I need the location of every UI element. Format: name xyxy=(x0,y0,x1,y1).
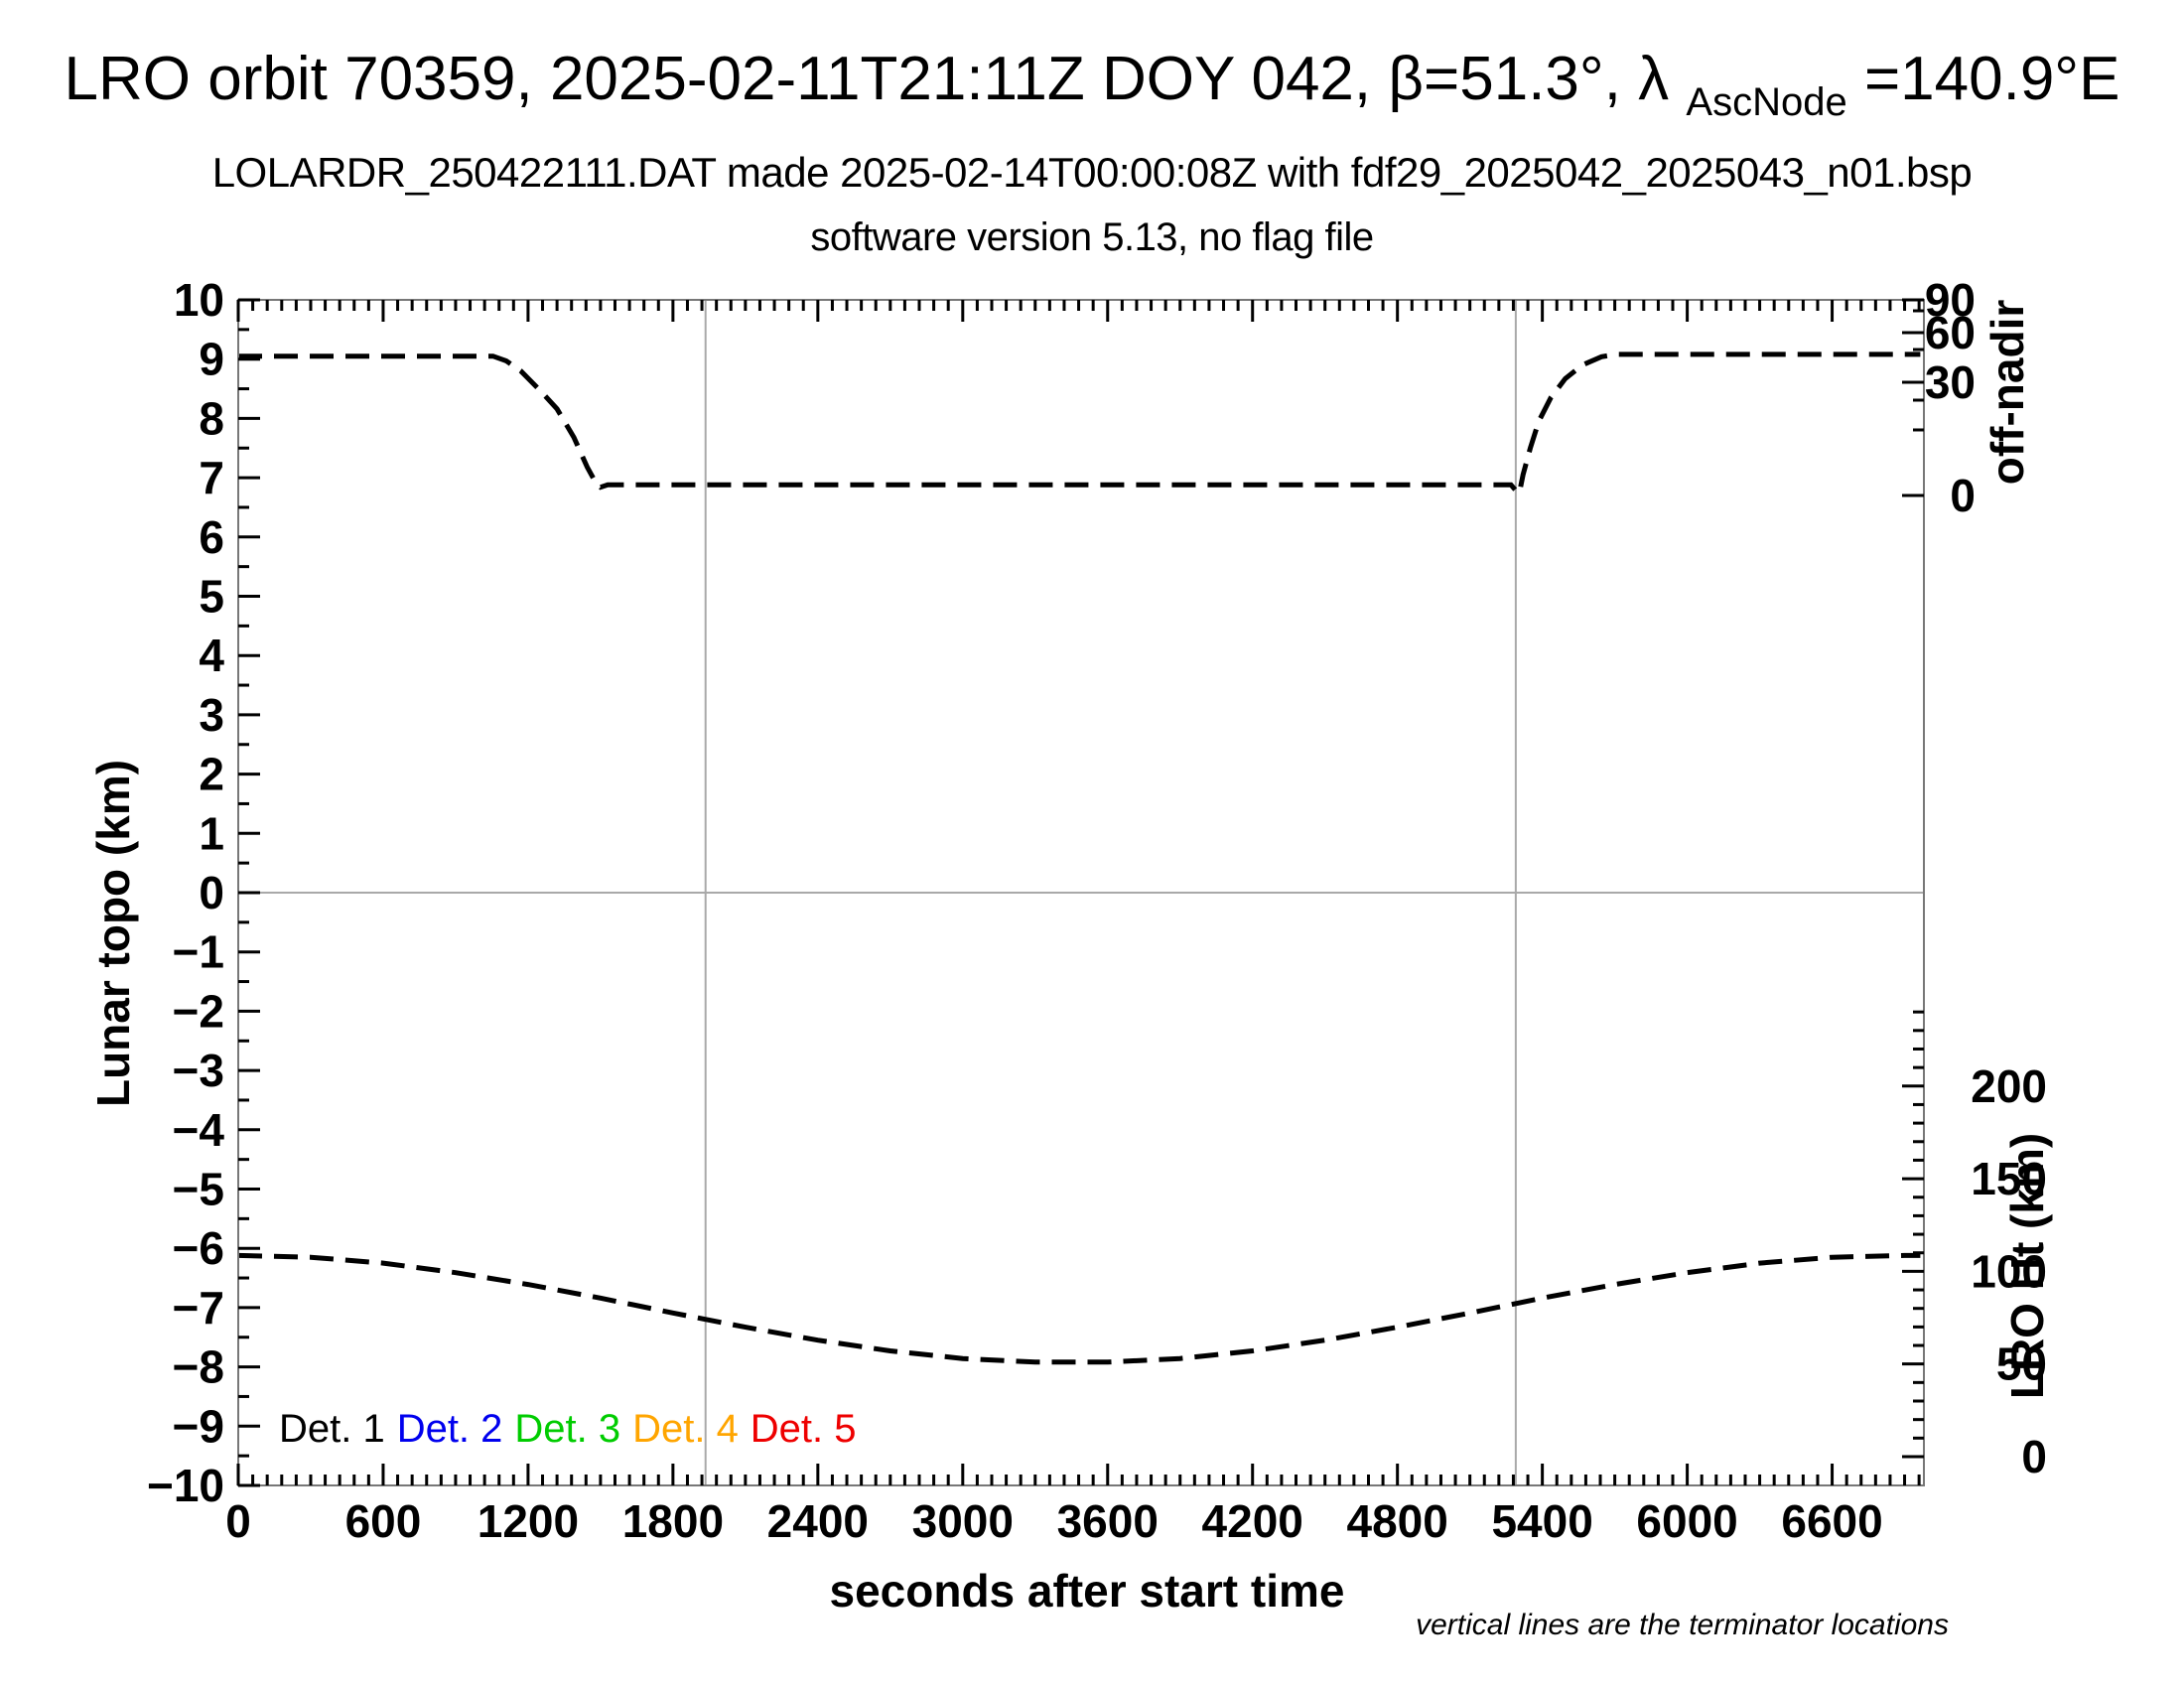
x-tick-label: 3600 xyxy=(1057,1495,1159,1547)
x-tick-label: 6600 xyxy=(1781,1495,1882,1547)
x-tick-label: 5400 xyxy=(1491,1495,1592,1547)
lro-ht-tick-label: 100 xyxy=(1971,1245,2047,1297)
legend-entry-5: Det. 5 xyxy=(751,1407,857,1451)
x-tick-label: 1800 xyxy=(622,1495,724,1547)
x-tick-label: 4200 xyxy=(1202,1495,1303,1547)
title-subscript: AscNode xyxy=(1686,80,1846,124)
ticks-layer xyxy=(236,298,1924,1487)
y-left-tick-label: 8 xyxy=(199,392,224,444)
y-left-tick-label: −2 xyxy=(173,985,224,1037)
y-left-tick-label: 7 xyxy=(199,452,224,503)
subtitle-software-line: software version 5.13, no flag file xyxy=(810,215,1373,259)
x-tick-label: 2400 xyxy=(767,1495,869,1547)
y-left-tick-label: 3 xyxy=(199,689,224,741)
offnadir-tick-label: 90 xyxy=(1925,274,1976,326)
x-tick-label: 4800 xyxy=(1347,1495,1448,1547)
offnadir-tick-label: 60 xyxy=(1925,307,1976,358)
y-left-tick-label: 4 xyxy=(199,630,224,681)
tick-labels-layer: 0 600 1200 1800 2400 3000 3600 4200 4800 5400 6000… xyxy=(147,274,2047,1547)
subtitle-file-line: LOLARDR_250422111.DAT made 2025-02-14T00… xyxy=(212,149,1973,196)
title-suffix: =140.9°E xyxy=(1864,45,2120,113)
y-left-tick-label: −4 xyxy=(173,1104,225,1156)
y-left-tick-label: −7 xyxy=(173,1282,224,1334)
terminator-footnote: vertical lines are the terminator locati… xyxy=(1416,1609,1949,1641)
y-left-tick-label: 9 xyxy=(199,334,224,385)
y-right-ht-axis-title: LRO Ht (km) xyxy=(2001,1133,2053,1399)
curve-off-nadir-angle xyxy=(238,352,1921,497)
y-left-tick-label: −8 xyxy=(173,1341,224,1393)
legend-entry-2: Det. 2 xyxy=(397,1407,503,1451)
legend: Det. 1 Det. 2 Det. 3 Det. 4 Det. 5 xyxy=(279,1407,857,1451)
y-left-tick-label: −1 xyxy=(173,926,224,978)
y-left-tick-label: −10 xyxy=(147,1460,224,1511)
page-title: LRO orbit 70359, 2025-02-11T21:11Z DOY 0… xyxy=(65,45,2120,129)
y-left-tick-label: 2 xyxy=(199,749,224,800)
title-main-text: LRO orbit 70359, 2025-02-11T21:11Z DOY 0… xyxy=(65,45,1670,113)
x-tick-label: 3000 xyxy=(912,1495,1014,1547)
y-left-tick-label: −5 xyxy=(173,1164,224,1215)
lro-ht-tick-label: 150 xyxy=(1971,1153,2047,1204)
x-tick-label: 6000 xyxy=(1636,1495,1737,1547)
x-tick-label: 1200 xyxy=(478,1495,579,1547)
x-tick-label: 600 xyxy=(345,1495,422,1547)
legend-entry-3: Det. 3 xyxy=(514,1407,620,1451)
y-left-tick-label: 5 xyxy=(199,571,224,623)
y-right-offnadir-axis-title: off-nadir xyxy=(1981,300,2033,486)
legend-entry-1: Det. 1 xyxy=(279,1407,385,1451)
offnadir-tick-label: 30 xyxy=(1925,356,1976,408)
lro-ht-tick-label: 0 xyxy=(2021,1431,2047,1482)
lro-ht-tick-label: 50 xyxy=(1996,1338,2047,1390)
legend-entry-4: Det. 4 xyxy=(632,1407,739,1451)
y-left-tick-label: 10 xyxy=(174,274,224,326)
y-left-tick-label: −3 xyxy=(173,1045,224,1096)
reference-lines-layer xyxy=(238,300,1924,1485)
x-axis-title: seconds after start time xyxy=(830,1565,1345,1617)
curve-lro-height xyxy=(237,1252,1921,1365)
y-left-tick-label: −6 xyxy=(173,1222,224,1274)
curves-layer xyxy=(237,352,1921,1365)
x-tick-label: 0 xyxy=(225,1495,251,1547)
y-left-tick-label: 1 xyxy=(199,807,224,859)
y-left-tick-label: −9 xyxy=(173,1400,224,1452)
y-left-tick-label: 0 xyxy=(199,867,224,918)
offnadir-tick-label: 0 xyxy=(1950,470,1976,521)
y-left-tick-label: 6 xyxy=(199,511,224,563)
y-left-axis-title: Lunar topo (km) xyxy=(87,760,139,1107)
lro-ht-tick-label: 200 xyxy=(1971,1060,2047,1112)
